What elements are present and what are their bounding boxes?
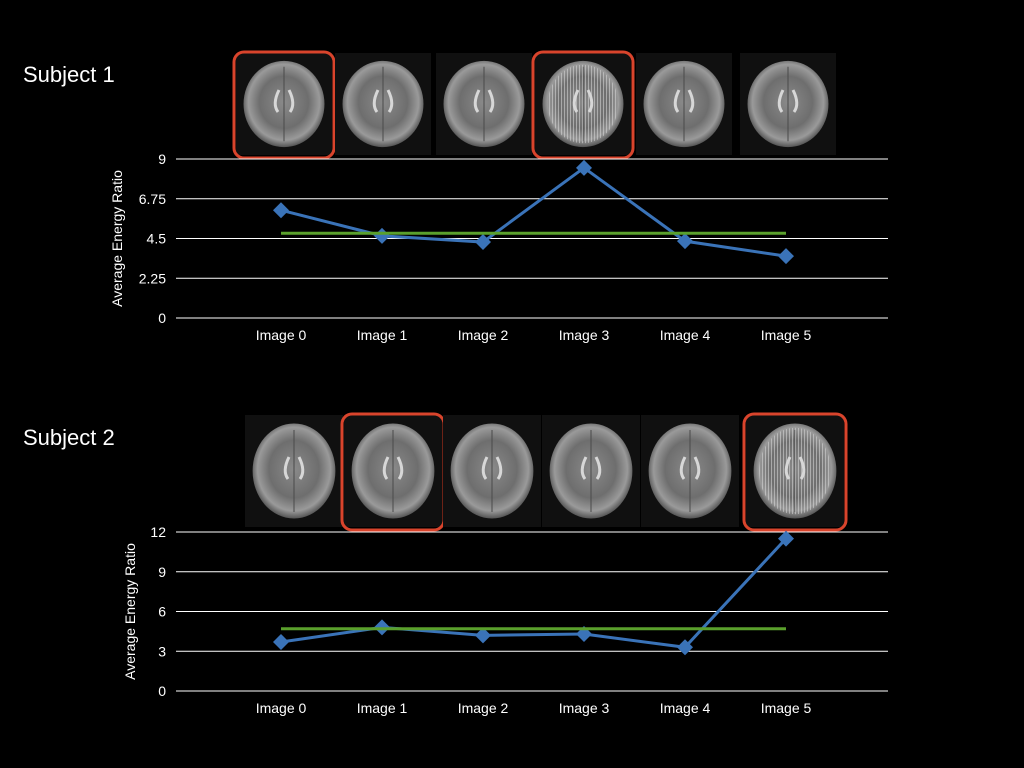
chart-1-ylabel: Average Energy Ratio <box>109 170 125 307</box>
chart-1-xtick-3: Image 3 <box>559 327 610 343</box>
subject-2-thumbnail-1 <box>340 412 446 532</box>
chart-2-series-0-point-4 <box>677 639 693 656</box>
chart-1-ytick-1: 2.25 <box>139 270 166 286</box>
subject-2-thumbnail-5 <box>742 412 848 532</box>
subject-1-thumbnail-0 <box>232 50 336 160</box>
subject-2-thumbnail-0 <box>245 415 343 527</box>
chart-1-xtick-5: Image 5 <box>761 327 812 343</box>
chart-1-ytick-3: 6.75 <box>139 191 166 207</box>
chart-1-series-0-line <box>280 165 787 258</box>
chart-2-xtick-5: Image 5 <box>761 700 812 716</box>
chart-2-xtick-0: Image 0 <box>256 700 307 716</box>
subject-1-thumbnail-3 <box>531 50 635 160</box>
chart-2-ytick-1: 3 <box>158 643 166 659</box>
chart-2-ytick-2: 6 <box>158 604 166 620</box>
subject-1-thumbnail-2 <box>436 53 532 155</box>
chart-2-ylabel: Average Energy Ratio <box>122 543 138 680</box>
chart-2-xtick-2: Image 2 <box>458 700 509 716</box>
chart-1-series-0-point-2 <box>475 234 491 251</box>
subject-2-thumbnail-4 <box>641 415 739 527</box>
chart-2-ytick-0: 0 <box>158 683 166 699</box>
subject-1-thumbnail-5 <box>740 53 836 155</box>
chart-2-ytick-3: 9 <box>158 564 166 580</box>
chart-2-xtick-1: Image 1 <box>357 700 408 716</box>
chart-1-series-0-point-4 <box>677 233 693 250</box>
subject-2-thumbnail-3 <box>542 415 640 527</box>
chart-2-series-0-point-5 <box>778 530 794 547</box>
chart-1-series-0-point-0 <box>273 202 289 219</box>
chart-1-series-0-point-5 <box>778 248 794 265</box>
chart-2-ytick-4: 12 <box>150 524 166 540</box>
chart-2-xtick-3: Image 3 <box>559 700 610 716</box>
subject-1-thumbnail-1 <box>335 53 431 155</box>
chart-1-ytick-4: 9 <box>158 151 166 167</box>
subject-2-flag-box-5 <box>742 412 848 532</box>
chart-1-series-0-point-3 <box>576 159 592 176</box>
subject-2-thumbnail-2 <box>443 415 541 527</box>
subject-1-flag-box-0 <box>232 50 336 160</box>
chart-2-series-0-point-2 <box>475 627 491 644</box>
subject-2-label: Subject 2 <box>23 425 115 450</box>
chart-1-series-0-point-1 <box>374 227 390 244</box>
chart-1-ytick-2: 4.5 <box>147 231 167 247</box>
chart-1-xtick-4: Image 4 <box>660 327 711 343</box>
chart-2-series-0-point-0 <box>273 633 289 650</box>
chart-1-xtick-1: Image 1 <box>357 327 408 343</box>
subject-1-thumbnail-4 <box>636 53 732 155</box>
chart-1-xtick-0: Image 0 <box>256 327 307 343</box>
chart-1-ytick-0: 0 <box>158 310 166 326</box>
chart-2-xtick-4: Image 4 <box>660 700 711 716</box>
chart-2-series-0-line <box>280 537 788 649</box>
subject-1-flag-box-3 <box>531 50 635 160</box>
subject-1-label: Subject 1 <box>23 62 115 87</box>
chart-1-xtick-2: Image 2 <box>458 327 509 343</box>
